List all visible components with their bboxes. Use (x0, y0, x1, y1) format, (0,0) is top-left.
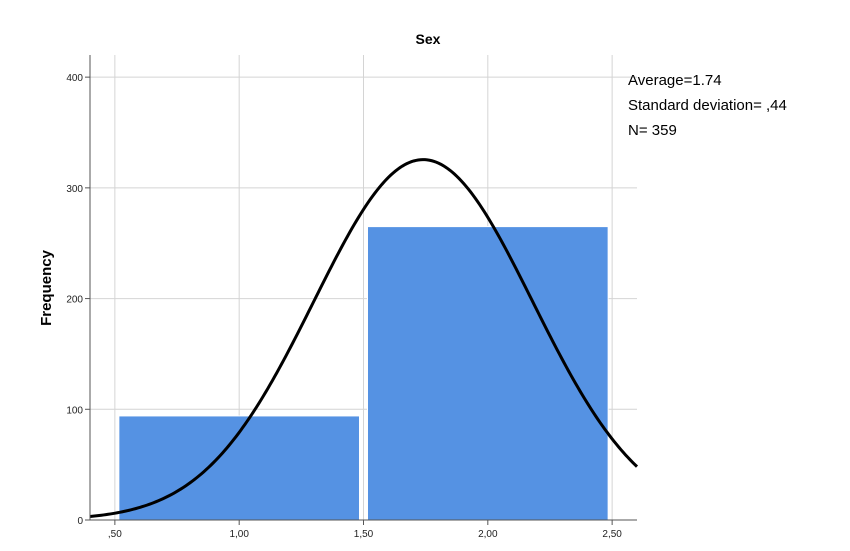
x-tick-label-4: 2,50 (602, 529, 622, 540)
normal-curve-layer (89, 158, 639, 519)
normal-curve (89, 158, 639, 519)
y-tick-label-0: 0 (77, 516, 83, 527)
chart-title: Sex (416, 31, 441, 47)
stats-sd: Standard deviation= ,44 (628, 97, 787, 114)
x-tick-label-0: ,50 (108, 529, 122, 540)
x-tick-label-3: 2,00 (478, 529, 498, 540)
tick-labels: 0 100 200 300 400 ,50 1,00 1,50 2,00 2,50 (66, 73, 622, 540)
y-tick-label-3: 300 (66, 184, 83, 195)
y-tick-label-1: 100 (66, 405, 83, 416)
y-tick-label-2: 200 (66, 295, 83, 306)
x-tick-label-1: 1,00 (229, 529, 249, 540)
stats-box: Average=1.74 Standard deviation= ,44 N= … (628, 72, 787, 139)
stats-n: N= 359 (628, 122, 677, 139)
x-tick-label-2: 1,50 (354, 529, 374, 540)
stats-mean: Average=1.74 (628, 72, 722, 89)
histogram-bar-2 (367, 226, 609, 521)
y-tick-label-4: 400 (66, 73, 83, 84)
y-axis-title: Frequency (38, 249, 55, 326)
grid-lines (90, 55, 637, 520)
